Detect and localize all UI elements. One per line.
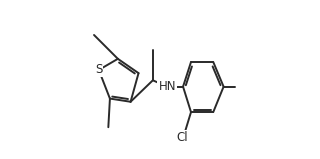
Text: Cl: Cl	[176, 131, 188, 144]
Text: HN: HN	[158, 80, 176, 93]
Text: S: S	[95, 63, 102, 76]
